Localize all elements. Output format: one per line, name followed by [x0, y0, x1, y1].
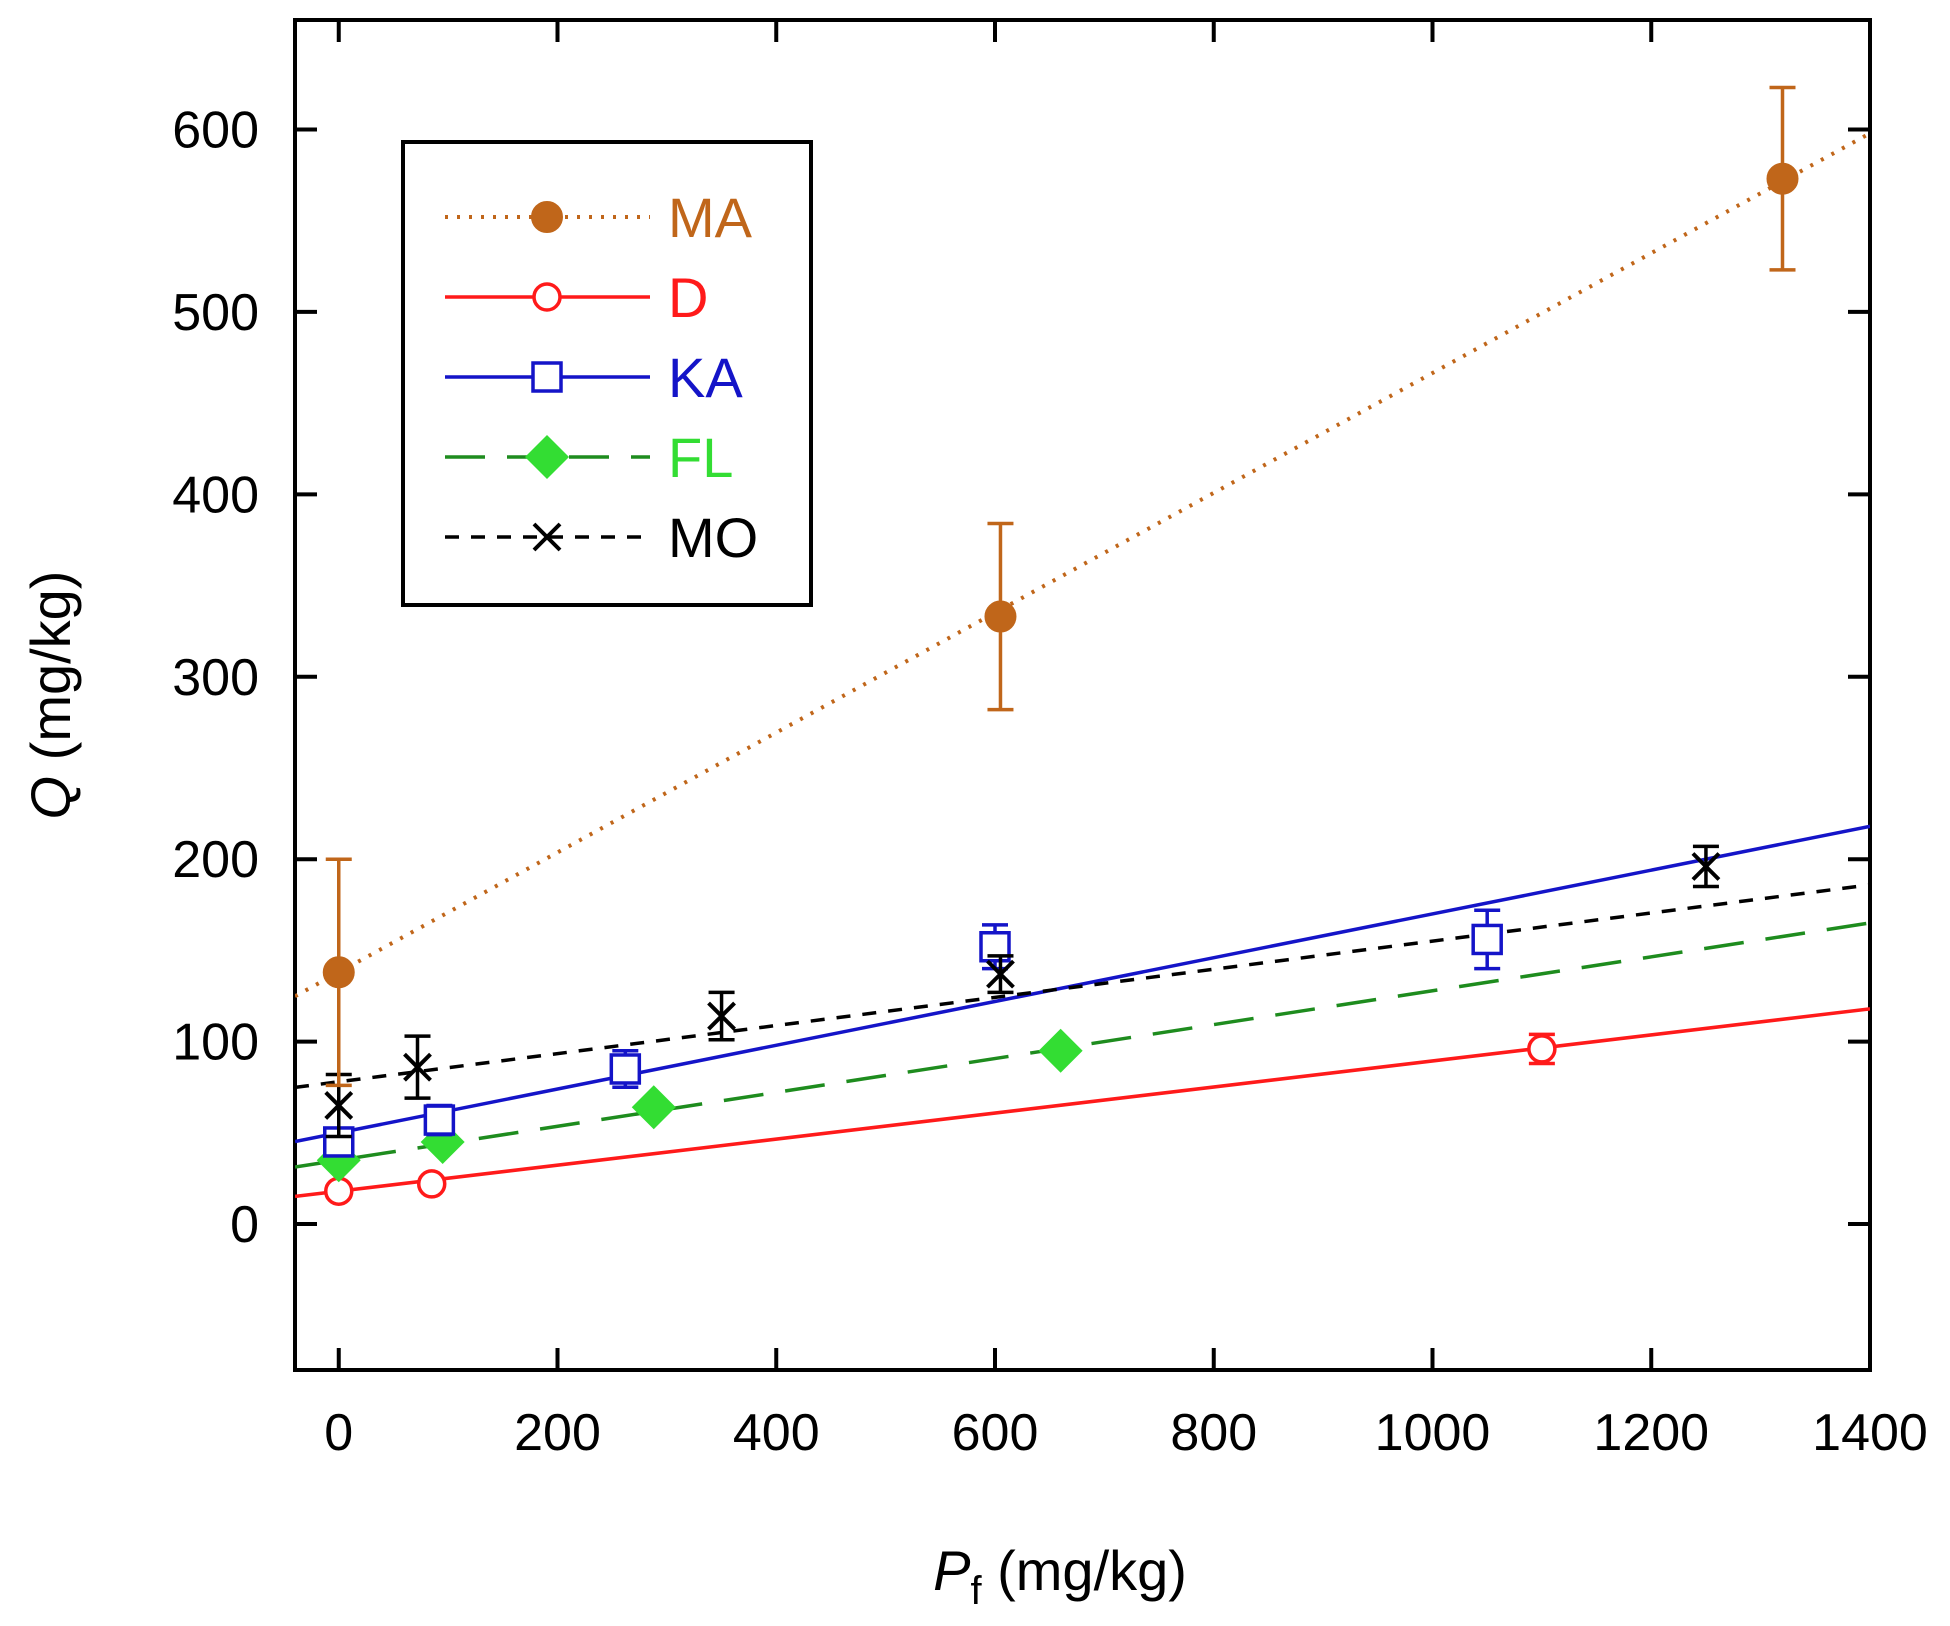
series-ka	[323, 908, 1503, 1158]
point-ma-1	[984, 600, 1017, 633]
fit-line-d	[295, 1007, 1870, 1199]
legend-item-ka: KA	[445, 346, 743, 409]
legend-item-ma: MA	[445, 186, 753, 249]
y-tick-label: 100	[172, 1014, 259, 1072]
y-tick-label: 500	[172, 284, 259, 342]
legend-marker-fl	[525, 435, 569, 479]
point-fl-3	[1038, 1028, 1083, 1073]
plot-frame	[293, 18, 1872, 1372]
legend-item-d: D	[445, 266, 708, 329]
x-tick-label: 800	[1170, 1404, 1257, 1462]
series-d	[324, 1032, 1557, 1206]
x-tick-label: 200	[514, 1404, 601, 1462]
legend-label-ka: KA	[668, 346, 743, 409]
point-ka-3	[979, 931, 1011, 963]
legend-box	[401, 140, 813, 607]
point-ka-1	[423, 1104, 456, 1136]
x-tick-label: 1200	[1593, 1404, 1709, 1462]
legend-label-fl: FL	[668, 426, 733, 489]
x-tick-label: 1000	[1375, 1404, 1491, 1462]
y-tick-label: 0	[230, 1196, 259, 1254]
fit-line-ka	[295, 824, 1870, 1144]
point-ka-2	[609, 1053, 642, 1085]
y-axis-symbol: Q	[19, 776, 82, 820]
series-mo	[324, 844, 1721, 1139]
y-tick-label: 200	[172, 831, 259, 889]
legend-marker-ka	[531, 361, 563, 393]
point-ka-4	[1471, 923, 1503, 956]
legend-item-mo: MO	[445, 506, 758, 569]
fit-line-fl	[295, 921, 1870, 1169]
point-mo-3-stroke-b	[986, 959, 1015, 989]
point-mo-0-stroke-b	[324, 1091, 354, 1120]
axis-ticks: 0 200 400 600 800 1000 1200 1400 0 100 200 300 400 50…	[172, 20, 1928, 1462]
x-axis-unit: (mg/kg)	[982, 1539, 1187, 1602]
point-ma-2	[1766, 162, 1799, 195]
legend-marker-ma	[531, 201, 563, 233]
x-tick-label: 0	[324, 1404, 353, 1462]
series-ma	[322, 85, 1799, 1088]
point-mo-3	[986, 959, 1015, 989]
legend-item-fl: FL	[445, 426, 733, 489]
point-mo-0	[324, 1091, 354, 1120]
y-axis-unit: (mg/kg)	[19, 571, 82, 776]
x-tick-label: 400	[733, 1404, 820, 1462]
point-d-1	[416, 1169, 447, 1199]
x-axis-symbol: P	[933, 1539, 970, 1602]
y-tick-label: 400	[172, 466, 259, 524]
point-ma-0	[322, 956, 355, 989]
y-tick-label: 600	[172, 101, 259, 159]
x-tick-label: 600	[952, 1404, 1039, 1462]
legend-label-mo: MO	[668, 506, 758, 569]
fit-lines	[295, 131, 1870, 1199]
point-mo-2	[707, 1001, 736, 1031]
point-mo-1-stroke-b	[403, 1052, 432, 1082]
point-mo-4	[1691, 852, 1721, 881]
legend-marker-mo-stroke-b	[532, 522, 562, 552]
legend-marker-mo	[532, 522, 562, 552]
point-mo-4-stroke-b	[1691, 852, 1721, 881]
legend-label-ma: MA	[668, 186, 753, 249]
point-d-2	[1527, 1034, 1557, 1064]
data-markers	[316, 85, 1799, 1206]
point-mo-2-stroke-b	[707, 1001, 736, 1031]
y-axis-label: Q (mg/kg)	[19, 571, 82, 820]
legend-label-d: D	[668, 266, 708, 329]
x-axis-label: Pf (mg/kg)	[933, 1539, 1187, 1613]
y-tick-label: 300	[172, 649, 259, 707]
point-mo-1	[403, 1052, 432, 1082]
legend: MA D KA FL MO	[401, 140, 813, 607]
legend-marker-d	[532, 282, 562, 312]
fit-line-mo	[295, 883, 1870, 1090]
x-tick-label: 1400	[1812, 1404, 1928, 1462]
x-axis-subscript: f	[970, 1569, 982, 1613]
point-fl-2	[631, 1085, 676, 1130]
